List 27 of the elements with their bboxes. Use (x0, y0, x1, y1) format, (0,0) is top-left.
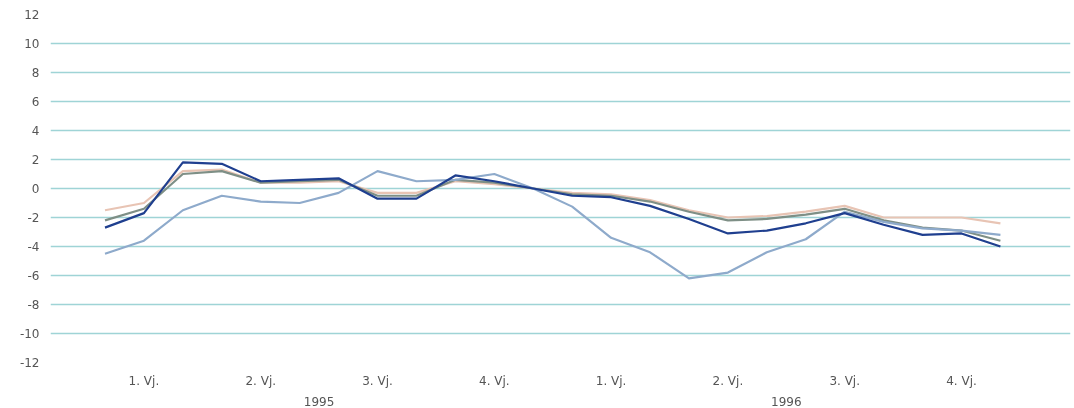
line-series (103, 168, 1002, 225)
y-tick-label: -10 (19, 327, 40, 341)
y-tick-label: -12 (19, 356, 40, 370)
x-tick-label: 3. Vj. (362, 373, 393, 388)
x-tick-label: 1. Vj. (595, 373, 627, 388)
y-tick-label: 0 (31, 182, 40, 196)
y-tick-label: 2 (31, 153, 40, 167)
text: 1995 (303, 394, 335, 408)
y-tick-label: 12 (24, 8, 40, 22)
y-tick-label: 10 (24, 37, 40, 51)
y-tick-label: -6 (27, 269, 40, 283)
x-tick-label: 2. Vj. (245, 373, 277, 388)
text: 1996 (771, 394, 802, 408)
y-tick-label: 6 (31, 95, 40, 109)
x-tick-label: 4. Vj. (946, 373, 977, 388)
line-series (103, 161, 1002, 248)
x-tick-label: 4. Vj. (479, 373, 510, 388)
x-tick-label: 2. Vj. (712, 373, 744, 388)
y-tick-label: -2 (27, 211, 40, 225)
y-tick-label: -4 (27, 240, 40, 254)
x-tick-label: 3. Vj. (829, 373, 861, 388)
y-tick-label: 4 (31, 124, 40, 138)
y-tick-label: 8 (31, 66, 40, 80)
x-tick-label: 1. Vj. (128, 373, 160, 388)
line-series (103, 170, 1002, 280)
line-series (103, 170, 1002, 242)
y-tick-label: -8 (27, 298, 40, 312)
